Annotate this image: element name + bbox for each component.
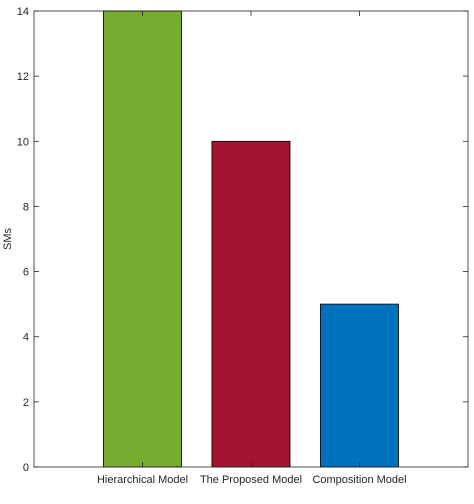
x-tick-label: The Proposed Model (200, 474, 302, 486)
x-tick-label: Composition Model (312, 474, 406, 486)
y-tick-label: 12 (17, 71, 29, 83)
bar-3 (319, 303, 399, 468)
y-tick-label: 14 (17, 6, 29, 18)
x-tick-label: Hierarchical Model (97, 474, 188, 486)
y-ticks: 0 2 4 6 8 10 12 14 (17, 6, 468, 474)
y-tick-label: 8 (23, 201, 29, 213)
x-ticks: Hierarchical Model The Proposed Model Comp… (97, 11, 407, 486)
bar-2 (211, 140, 291, 468)
y-tick-label: 2 (23, 397, 29, 409)
plot-box (33, 10, 469, 468)
y-tick-label: 4 (23, 332, 29, 344)
y-tick-label: 6 (23, 267, 29, 279)
y-tick-label: 0 (23, 462, 29, 474)
y-tick-label: 10 (17, 136, 29, 148)
y-axis-title: SMs (2, 228, 14, 251)
bar-1 (103, 10, 182, 468)
bars-layer (103, 10, 399, 468)
